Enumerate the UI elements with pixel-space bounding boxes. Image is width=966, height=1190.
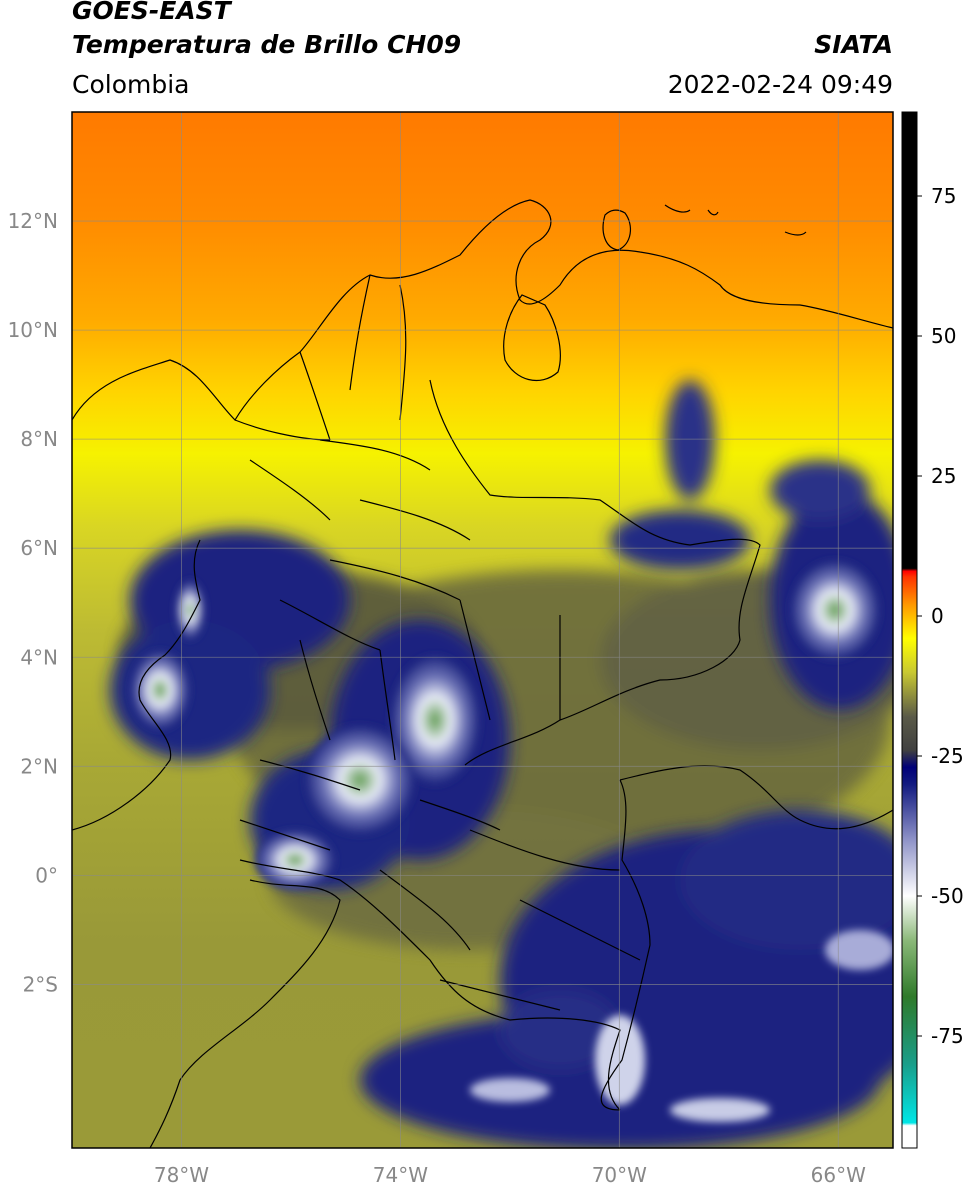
departments-south — [379, 869, 641, 1011]
lat-tick-label: 2°S — [23, 972, 58, 996]
latitude-labels: 12°N 10°N 8°N 6°N 4°N 2°N 0° 2°S — [8, 209, 58, 996]
coastline-pacific — [72, 539, 341, 1148]
map-frame — [71, 111, 894, 1149]
longitude-labels: 78°W 74°W 70°W 66°W — [154, 1163, 866, 1187]
colorbar-tick-label: -25 — [931, 744, 964, 768]
border-colombia-brazil — [600, 779, 651, 1111]
product-title: Temperatura de Brillo CH09 — [72, 30, 462, 59]
lon-tick-label: 70°W — [592, 1163, 647, 1187]
colorbar-bar — [902, 112, 917, 1148]
colorbar-tick-label: -75 — [931, 1024, 964, 1048]
border-colombia-venezuela — [429, 379, 761, 766]
coastline-paraguana — [602, 209, 632, 251]
lat-tick-label: 2°N — [20, 754, 58, 778]
colorbar-tick-label: 75 — [931, 184, 956, 208]
colorbar-ticks: 75 50 25 0 -25 -50 -75 — [917, 184, 964, 1048]
satellite-title: GOES-EAST — [72, 0, 231, 25]
region-label: Colombia — [72, 70, 190, 99]
coastline-maracaibo — [503, 294, 561, 382]
lat-tick-label: 4°N — [20, 645, 58, 669]
departments-central — [239, 599, 621, 871]
lat-tick-label: 0° — [35, 863, 58, 887]
colorbar: 75 50 25 0 -25 -50 -75 — [901, 111, 964, 1149]
colorbar-tick-label: 25 — [931, 464, 956, 488]
lon-tick-label: 66°W — [811, 1163, 866, 1187]
agency-label: SIATA — [814, 30, 893, 59]
lat-tick-label: 10°N — [8, 318, 58, 342]
colorbar-tick-label: -50 — [931, 884, 964, 908]
datetime-label: 2022-02-24 09:49 — [667, 70, 893, 99]
lon-tick-label: 78°W — [154, 1163, 209, 1187]
lat-tick-label: 6°N — [20, 536, 58, 560]
gridlines — [72, 112, 893, 1148]
departments-north — [234, 274, 471, 651]
colorbar-tick-label: 50 — [931, 324, 956, 348]
islands-aruba-curacao — [664, 204, 807, 236]
colorbar-frame — [901, 111, 918, 1149]
satellite-imagery — [72, 112, 893, 1148]
lon-tick-label: 74°W — [373, 1163, 428, 1187]
border-venezuela-brazil — [619, 765, 893, 830]
lat-tick-label: 12°N — [8, 209, 58, 233]
lat-tick-label: 8°N — [20, 427, 58, 451]
colorbar-tick-label: 0 — [931, 604, 944, 628]
coastline-caribbean — [72, 199, 893, 421]
